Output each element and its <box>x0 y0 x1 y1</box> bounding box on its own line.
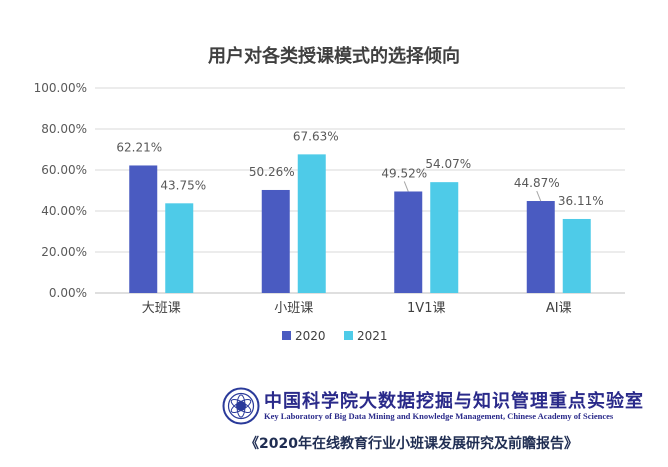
footer: 中国科学院大数据挖掘与知识管理重点实验室 Key Laboratory of B… <box>0 378 668 467</box>
y-tick-label: 80.00% <box>41 122 87 136</box>
organization-name-english: Key Laboratory of Big Data Mining and Kn… <box>264 411 614 421</box>
bar-2020-1 <box>261 189 290 293</box>
y-tick-label: 20.00% <box>41 245 87 259</box>
data-label: 50.26% <box>249 165 295 179</box>
chart-title: 用户对各类授课模式的选择倾向 <box>208 45 460 67</box>
data-label: 67.63% <box>293 129 339 143</box>
data-label-leader <box>403 181 409 192</box>
y-tick-label: 40.00% <box>41 204 87 218</box>
x-category-label: 大班课 <box>142 301 181 316</box>
x-category-label: 1V1课 <box>407 301 445 316</box>
legend-label: 2020 <box>295 329 326 343</box>
cas-logo-icon <box>222 387 260 425</box>
bar-2021-0 <box>165 203 194 293</box>
y-tick-label: 0.00% <box>49 286 87 300</box>
bar-2020-2 <box>394 191 423 293</box>
bar-2020-0 <box>129 165 158 293</box>
bar-2021-1 <box>297 154 326 293</box>
bar-2020-3 <box>526 201 555 293</box>
y-tick-label: 100.00% <box>34 81 87 95</box>
x-category-label: 小班课 <box>274 301 313 316</box>
legend-swatch-2021 <box>344 331 353 340</box>
chart-area: 用户对各类授课模式的选择倾向 0.00% 20.00% 40.00% 60.00% 80.… <box>34 45 625 343</box>
x-category-label: AI课 <box>546 301 572 316</box>
data-label: 36.11% <box>558 194 604 208</box>
bar-2021-3 <box>562 218 591 293</box>
data-label: 49.52% <box>381 166 427 180</box>
legend-label: 2021 <box>357 329 388 343</box>
organization-name-chinese: 中国科学院大数据挖掘与知识管理重点实验室 <box>264 391 644 412</box>
bar-chart: 用户对各类授课模式的选择倾向 0.00% 20.00% 40.00% 60.00% 80.… <box>34 45 625 343</box>
data-label-leader <box>536 190 542 202</box>
legend-swatch-2020 <box>282 331 291 340</box>
report-title: 《2020年在线教育行业小班课发展研究及前瞻报告》 <box>245 436 578 452</box>
y-tick-label: 60.00% <box>41 163 87 177</box>
data-label: 62.21% <box>116 140 162 154</box>
data-label: 54.07% <box>425 157 471 171</box>
data-label: 43.75% <box>160 178 206 192</box>
data-label: 44.87% <box>514 176 560 190</box>
bar-2021-2 <box>430 182 459 293</box>
